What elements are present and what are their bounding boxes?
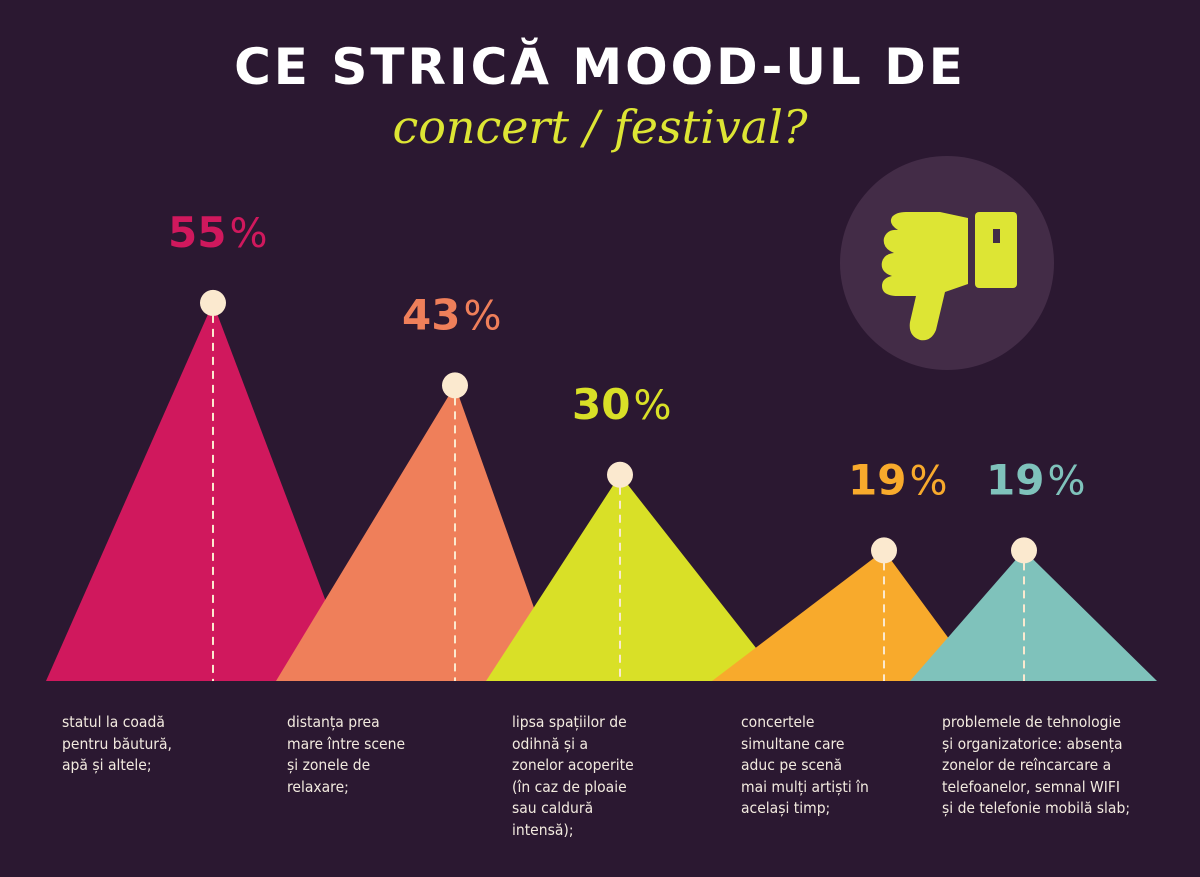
percent-label-3: 30% bbox=[572, 380, 671, 429]
peak-dot-2 bbox=[442, 372, 468, 399]
category-caption-5: problemele de tehnologie și organizatori… bbox=[942, 713, 1131, 817]
mountain-bar-5 bbox=[910, 550, 1157, 681]
category-caption-1: statul la coadă pentru băutură, apă și a… bbox=[62, 713, 172, 774]
mountain-bar-4 bbox=[712, 550, 980, 681]
percent-label-2: 43% bbox=[402, 290, 501, 339]
percent-label-5: 19% bbox=[986, 455, 1085, 504]
peak-dot-1 bbox=[200, 289, 226, 316]
mountain-bar-1 bbox=[46, 302, 356, 681]
category-caption-3: lipsa spațiilor de odihnă și a zonelor a… bbox=[512, 713, 634, 839]
peak-dot-3 bbox=[607, 461, 633, 488]
category-caption-2: distanța prea mare între scene și zonele… bbox=[287, 713, 406, 796]
peak-dot-4 bbox=[871, 537, 897, 564]
percent-label-4: 19% bbox=[848, 455, 947, 504]
percent-label-1: 55% bbox=[168, 208, 267, 257]
category-caption-4: concertele simultane care aduc pe scenă … bbox=[741, 713, 869, 817]
title-line-2: concert / festival? bbox=[392, 100, 808, 154]
peak-dot-5 bbox=[1011, 537, 1037, 564]
thumbs-down-icon bbox=[840, 156, 1054, 370]
mountain-bar-2 bbox=[276, 385, 560, 681]
mountain-bar-3 bbox=[486, 474, 782, 681]
title-line-1: CE STRICĂ MOOD-UL DE bbox=[234, 38, 966, 96]
